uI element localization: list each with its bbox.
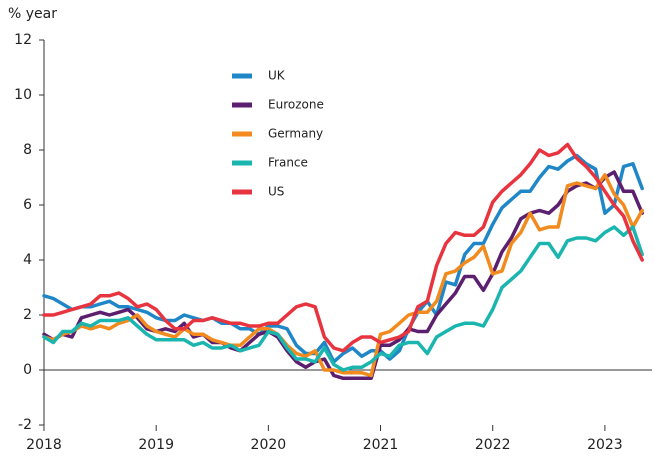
x-tick-label: 2021: [363, 437, 399, 453]
x-tick-label: 2023: [587, 437, 623, 453]
legend-label: UK: [268, 69, 286, 83]
line-series: [42, 142, 644, 353]
x-tick-label: 2019: [138, 437, 174, 453]
legend-label: US: [268, 185, 284, 199]
legend-label: Germany: [268, 127, 323, 141]
x-tick-label: 2022: [475, 437, 511, 453]
y-axis-label: % year: [8, 6, 57, 22]
legend-label: France: [268, 156, 308, 170]
y-tick-label: 2: [23, 307, 32, 323]
x-tick-label: 2020: [251, 437, 287, 453]
y-tick-label: 0: [23, 362, 32, 378]
y-tick-label: 4: [23, 252, 32, 268]
y-tick-label: 12: [14, 32, 32, 48]
legend-label: Eurozone: [268, 98, 324, 112]
line-series: [42, 170, 644, 381]
line-series: [42, 225, 644, 372]
line-series: [42, 153, 644, 364]
y-tick-label: -2: [18, 417, 32, 433]
line-series: [42, 173, 644, 378]
x-tick-label: 2018: [26, 437, 62, 453]
y-tick-label: 6: [23, 197, 32, 213]
y-tick-label: 10: [14, 87, 32, 103]
y-tick-label: 8: [23, 142, 32, 158]
